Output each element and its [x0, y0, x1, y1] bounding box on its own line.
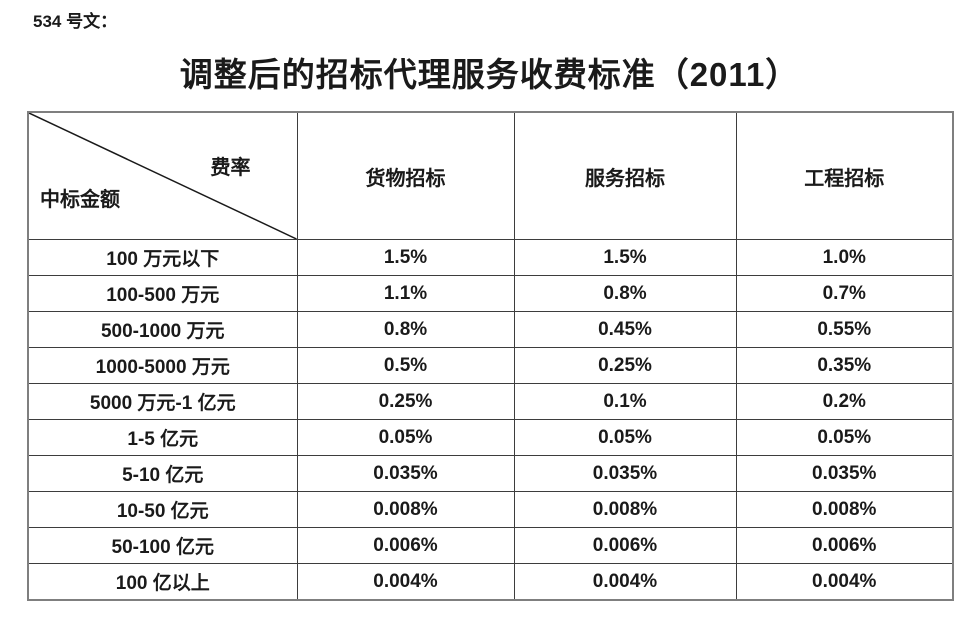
- fee-value: 0.8%: [296, 311, 515, 348]
- fee-value: 0.004%: [513, 563, 737, 601]
- fee-value: 0.05%: [735, 419, 954, 456]
- fee-value: 0.8%: [513, 275, 737, 312]
- fee-value: 0.006%: [296, 527, 515, 564]
- fee-value: 0.05%: [513, 419, 737, 456]
- fee-value: 0.008%: [513, 491, 737, 528]
- fee-value: 0.7%: [735, 275, 954, 312]
- row-label: 10-50 亿元: [27, 491, 298, 528]
- corner-label-bid-amount: 中标金额: [40, 189, 120, 211]
- fee-value: 0.004%: [735, 563, 954, 601]
- fee-value: 0.006%: [735, 527, 954, 564]
- fee-value: 1.0%: [735, 239, 954, 276]
- row-label: 1-5 亿元: [27, 419, 298, 456]
- fee-value: 0.035%: [513, 455, 737, 492]
- table-row: 100-500 万元 1.1% 0.8% 0.7%: [27, 275, 954, 312]
- fee-value: 0.25%: [296, 383, 515, 420]
- row-label: 1000-5000 万元: [27, 347, 298, 384]
- fee-value: 1.5%: [513, 239, 737, 276]
- corner-cell: 费率 中标金额: [27, 111, 298, 240]
- fee-value: 0.008%: [735, 491, 954, 528]
- column-header-engineering: 工程招标: [735, 111, 954, 240]
- header-row: 费率 中标金额 货物招标 服务招标 工程招标: [27, 111, 954, 240]
- fee-value: 0.5%: [296, 347, 515, 384]
- fee-value: 0.45%: [513, 311, 737, 348]
- fee-value: 0.05%: [296, 419, 515, 456]
- row-label: 50-100 亿元: [27, 527, 298, 564]
- fee-value: 1.5%: [296, 239, 515, 276]
- fee-value: 0.35%: [735, 347, 954, 384]
- row-label: 5000 万元-1 亿元: [27, 383, 298, 420]
- table-row: 5-10 亿元 0.035% 0.035% 0.035%: [27, 455, 954, 492]
- table-row: 1000-5000 万元 0.5% 0.25% 0.35%: [27, 347, 954, 384]
- fee-value: 0.035%: [296, 455, 515, 492]
- fee-value: 0.55%: [735, 311, 954, 348]
- fee-value: 0.2%: [735, 383, 954, 420]
- doc-number: 534 号文：: [33, 12, 118, 31]
- table-row: 100 亿以上 0.004% 0.004% 0.004%: [27, 563, 954, 601]
- row-label: 100 万元以下: [27, 239, 298, 276]
- fee-rate-table: 费率 中标金额 货物招标 服务招标 工程招标 100 万元以下 1.5% 1.5…: [27, 111, 954, 601]
- column-header-goods: 货物招标: [296, 111, 515, 240]
- table-row: 5000 万元-1 亿元 0.25% 0.1% 0.2%: [27, 383, 954, 420]
- fee-value: 0.035%: [735, 455, 954, 492]
- fee-value: 0.1%: [513, 383, 737, 420]
- fee-value: 0.25%: [513, 347, 737, 384]
- fee-value: 0.004%: [296, 563, 515, 601]
- fee-value: 0.008%: [296, 491, 515, 528]
- table-row: 1-5 亿元 0.05% 0.05% 0.05%: [27, 419, 954, 456]
- page-title: 调整后的招标代理服务收费标准（2011）: [179, 56, 800, 93]
- table-row: 500-1000 万元 0.8% 0.45% 0.55%: [27, 311, 954, 348]
- row-label: 100 亿以上: [27, 563, 298, 601]
- corner-label-fee-rate: 费率: [210, 157, 251, 179]
- fee-value: 1.1%: [296, 275, 515, 312]
- column-header-services: 服务招标: [513, 111, 737, 240]
- row-label: 100-500 万元: [27, 275, 298, 312]
- diagonal-divider-line: [29, 113, 297, 239]
- row-label: 500-1000 万元: [27, 311, 298, 348]
- table-row: 100 万元以下 1.5% 1.5% 1.0%: [27, 239, 954, 276]
- row-label: 5-10 亿元: [27, 455, 298, 492]
- table-row: 50-100 亿元 0.006% 0.006% 0.006%: [27, 527, 954, 564]
- fee-value: 0.006%: [513, 527, 737, 564]
- table-row: 10-50 亿元 0.008% 0.008% 0.008%: [27, 491, 954, 528]
